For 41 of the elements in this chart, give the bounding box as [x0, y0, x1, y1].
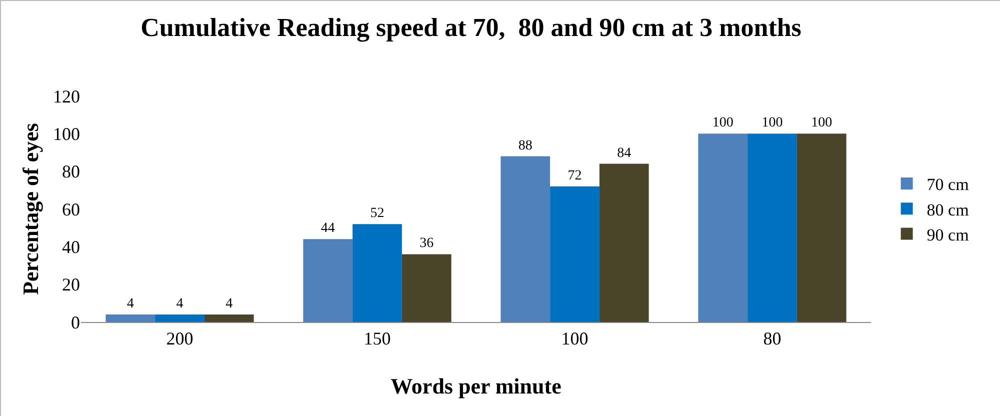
- chart-title: Cumulative Reading speed at 70, 80 and 90 cm at 3 months: [140, 12, 802, 42]
- data-label: 88: [518, 138, 532, 154]
- x-tick-label: 150: [364, 328, 391, 349]
- legend-label: 70 cm: [926, 175, 969, 194]
- y-tick-label: 100: [53, 124, 80, 144]
- bar: [748, 134, 797, 322]
- x-tick-label: 80: [763, 328, 782, 349]
- y-tick-label: 0: [71, 312, 80, 332]
- data-label: 100: [712, 116, 734, 131]
- data-label: 72: [568, 168, 582, 184]
- x-tick-label: 200: [166, 328, 194, 349]
- y-axis-title: Percentage of eyes: [18, 122, 43, 295]
- x-tick-label: 100: [561, 328, 588, 349]
- x-axis-title: Words per minute: [390, 374, 562, 398]
- data-label: 36: [420, 236, 434, 252]
- data-label: 4: [226, 296, 233, 312]
- data-label: 4: [126, 296, 134, 312]
- y-tick-label: 20: [62, 274, 80, 295]
- bar: [796, 134, 846, 322]
- bar: [106, 314, 156, 322]
- y-tick-label: 40: [62, 236, 80, 257]
- y-tick-label: 120: [53, 86, 80, 106]
- bar: [698, 134, 748, 322]
- data-label: 4: [176, 296, 184, 312]
- data-label: 52: [370, 206, 384, 222]
- y-tick-label: 80: [62, 162, 80, 182]
- legend-label: 90 cm: [926, 225, 969, 244]
- data-label: 100: [762, 116, 783, 131]
- data-label: 84: [617, 146, 632, 161]
- bar: [599, 164, 649, 322]
- y-tick-label: 60: [62, 199, 80, 220]
- legend-label: 80 cm: [926, 200, 969, 220]
- bar: [155, 314, 204, 322]
- data-label: 44: [320, 221, 335, 236]
- bar: [500, 156, 550, 322]
- data-label: 100: [811, 116, 832, 131]
- bar: [402, 254, 452, 322]
- bar: [303, 239, 353, 322]
- bar: [204, 314, 254, 322]
- bar: [550, 186, 600, 322]
- bar: [352, 224, 402, 322]
